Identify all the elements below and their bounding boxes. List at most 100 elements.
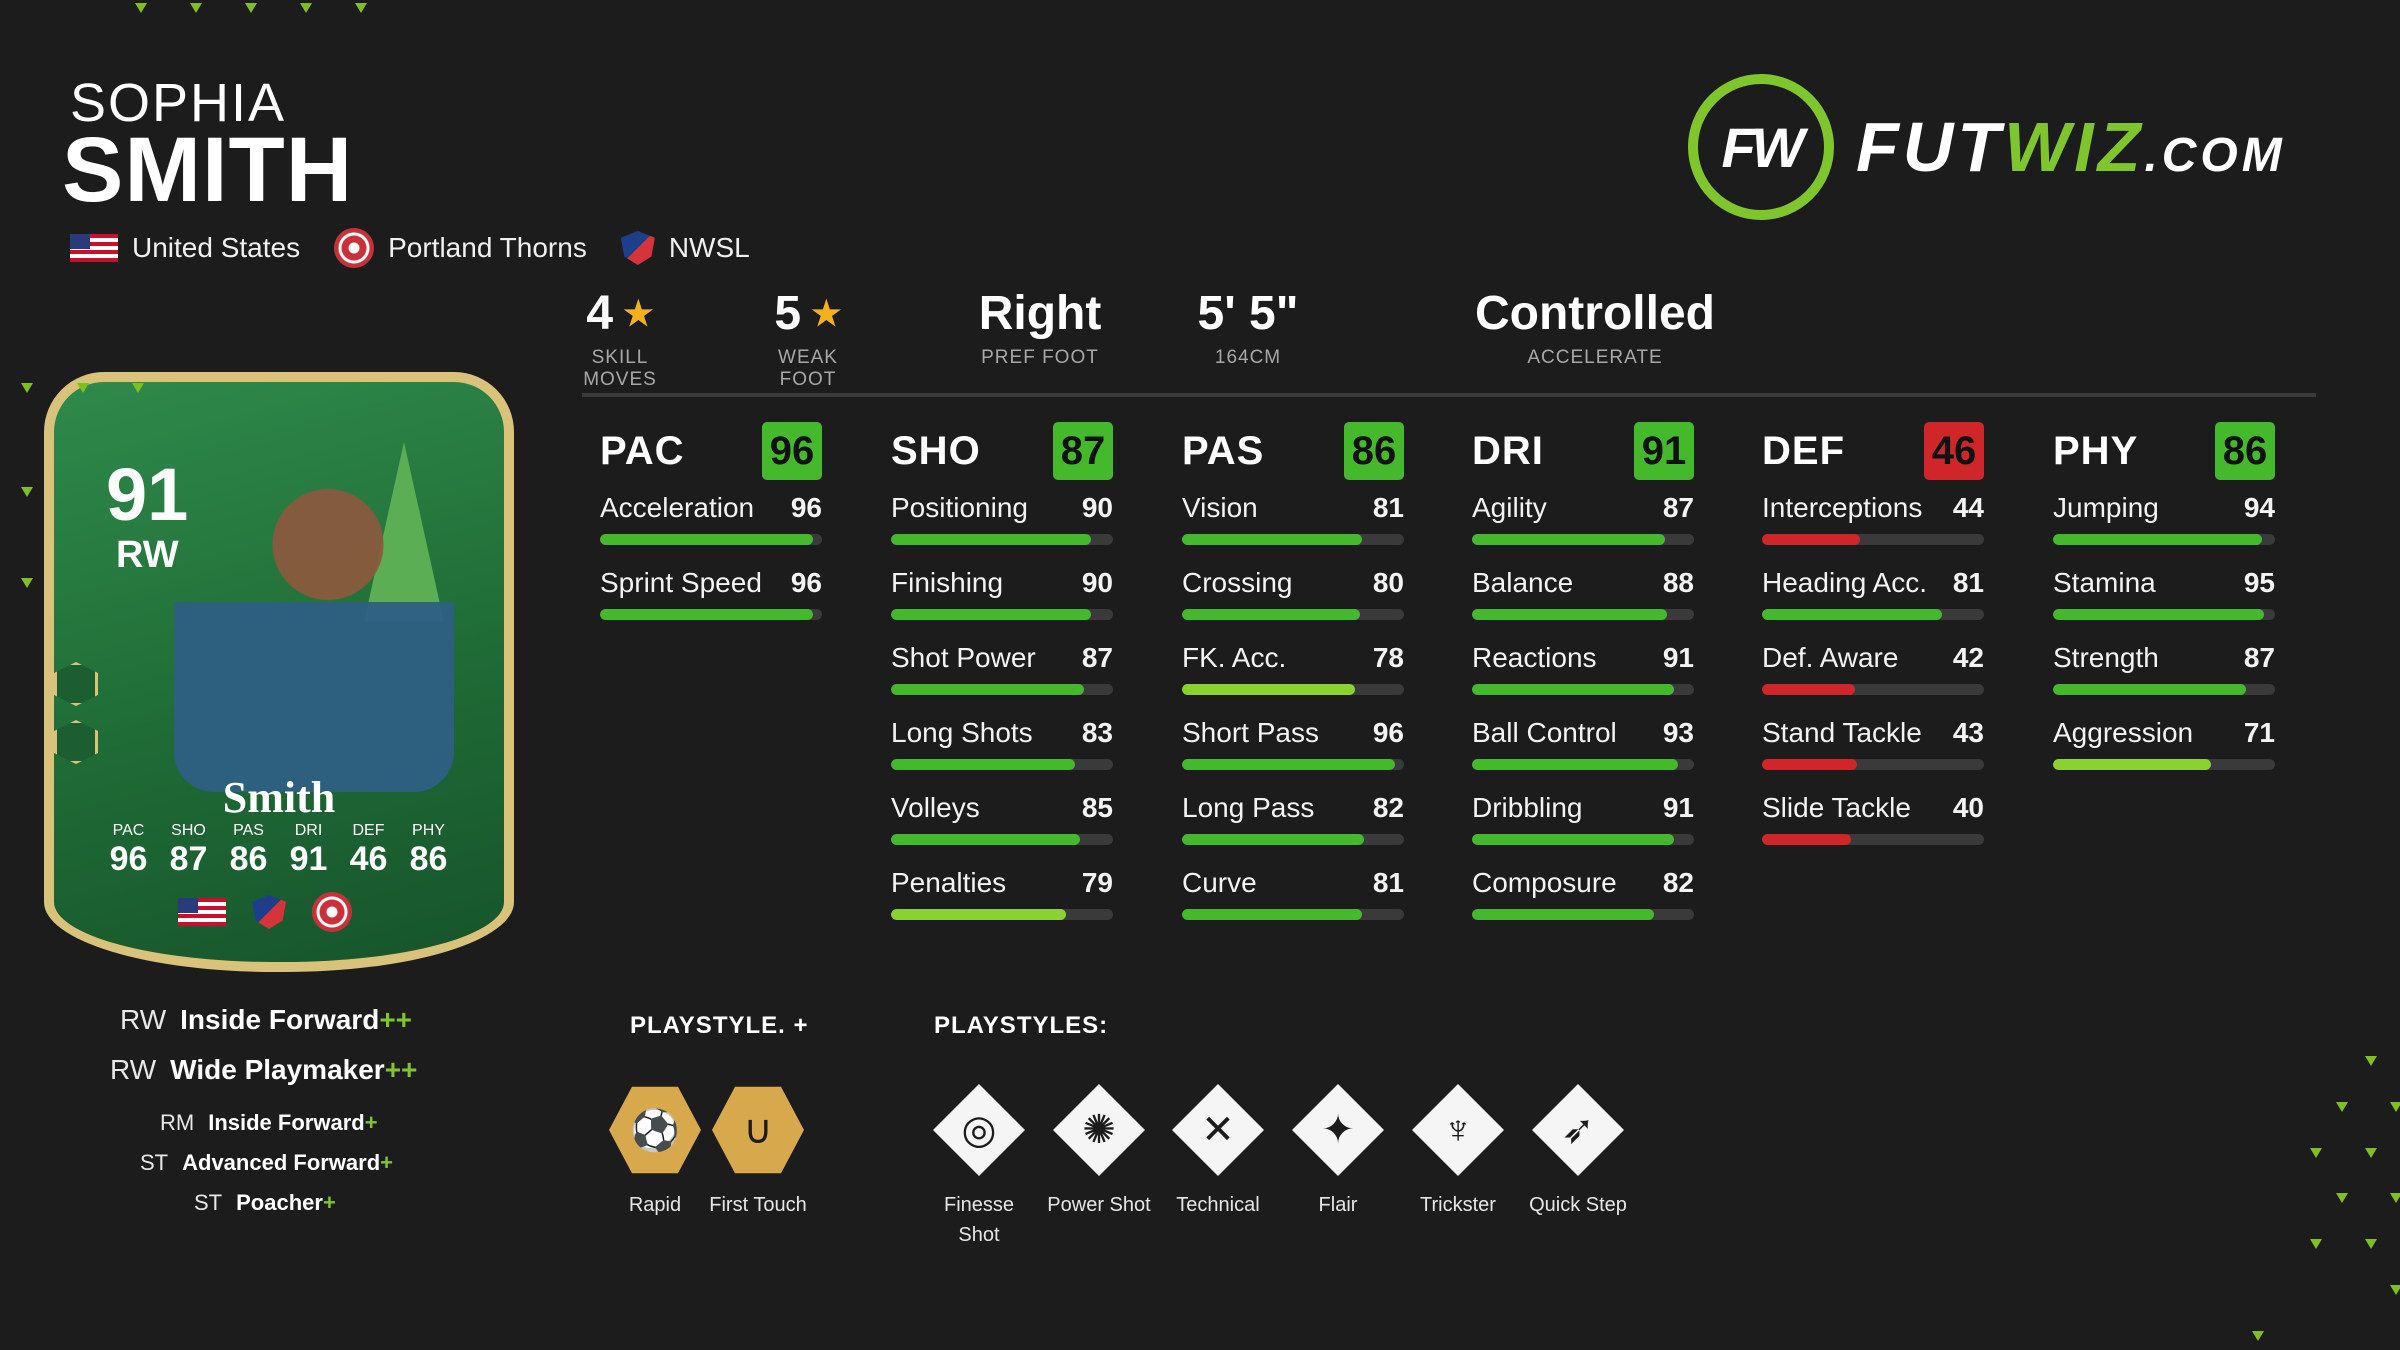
playstyle-technical: ✕ Technical xyxy=(1163,1084,1273,1220)
attribute-bar-fill xyxy=(891,909,1067,920)
attribute-line: Volleys 85 xyxy=(891,792,1113,824)
attribute-value: 91 xyxy=(1662,792,1694,823)
attribute-row: Stamina 95 xyxy=(2053,567,2275,632)
club-crest-icon xyxy=(334,228,375,268)
stat-column-badge: 96 xyxy=(762,422,822,480)
card-stat-key: PAC xyxy=(112,822,145,839)
info-skill-moves: 4 ★ SKILL MOVES xyxy=(560,286,680,391)
attribute-row: Def. Aware 42 xyxy=(1762,642,1984,707)
decorative-triangle xyxy=(189,3,202,14)
info-value: Controlled xyxy=(1430,286,1760,341)
attribute-value: 91 xyxy=(1662,642,1694,673)
attribute-line: Curve 81 xyxy=(1182,867,1404,899)
attribute-line: Positioning 90 xyxy=(891,492,1113,524)
attribute-bar xyxy=(1182,909,1404,920)
card-stat-value: 91 xyxy=(289,840,328,878)
technical-icon: ✕ xyxy=(1172,1084,1264,1176)
player-first-name: SOPHIA xyxy=(70,73,287,133)
rapid-icon: ⚽ xyxy=(609,1086,701,1174)
trickster-icon: ♆ xyxy=(1412,1084,1504,1176)
flair-icon: ✦ xyxy=(1292,1084,1384,1176)
attribute-bar xyxy=(1472,684,1694,695)
attribute-bar-fill xyxy=(600,534,814,545)
attribute-value: 96 xyxy=(790,567,822,598)
player-meta: United States Portland Thorns NWSL xyxy=(70,228,750,268)
attribute-bar xyxy=(600,534,822,545)
decorative-triangle xyxy=(2310,1147,2323,1158)
playstyles-title: PLAYSTYLES: xyxy=(934,1012,1109,1039)
attribute-value: 87 xyxy=(1081,642,1113,673)
attribute-value: 40 xyxy=(1952,792,1984,823)
attribute-line: Interceptions 44 xyxy=(1762,492,1984,524)
attribute-name: Volleys xyxy=(891,792,980,823)
role-item: RW Inside Forward++ xyxy=(120,1004,412,1036)
attribute-bar xyxy=(1762,534,1984,545)
attribute-name: Acceleration xyxy=(600,492,755,523)
playstyle-flair: ✦ Flair xyxy=(1283,1084,1393,1220)
attribute-bar xyxy=(891,909,1113,920)
attribute-row: Aggression 71 xyxy=(2053,717,2275,782)
stat-column-badge: 86 xyxy=(2215,422,2275,480)
league-logo-icon xyxy=(620,231,655,265)
card-stat-key: PHY xyxy=(412,822,445,839)
futwiz-logo: FW FUTWIZ.COM xyxy=(1688,74,2286,220)
attribute-row: Short Pass 96 xyxy=(1182,717,1404,782)
decorative-triangle xyxy=(2389,1101,2400,1112)
attribute-value: 42 xyxy=(1952,642,1984,673)
role-position: RM xyxy=(160,1110,195,1135)
decorative-triangle xyxy=(2310,1239,2323,1250)
first-touch-icon xyxy=(54,662,98,706)
playstyle-trickster: ♆ Trickster xyxy=(1403,1084,1513,1220)
attribute-value: 96 xyxy=(790,492,822,523)
attribute-value: 83 xyxy=(1081,717,1113,748)
attribute-value: 90 xyxy=(1081,567,1113,598)
attribute-bar xyxy=(1182,759,1404,770)
attribute-bar-fill xyxy=(1472,759,1679,770)
info-weak-foot: 5 ★ WEAK FOOT xyxy=(748,286,868,391)
role-item: RM Inside Forward+ xyxy=(160,1110,378,1136)
playstyle-glyph: ✺ xyxy=(1082,1108,1116,1152)
attribute-value: 87 xyxy=(1662,492,1694,523)
attribute-name: Strength xyxy=(2053,642,2159,673)
playstyle-glyph: ◎ xyxy=(961,1108,997,1152)
attribute-line: Ball Control 93 xyxy=(1472,717,1694,749)
player-photo xyxy=(174,462,454,792)
attribute-bar xyxy=(891,684,1113,695)
attribute-value: 79 xyxy=(1081,867,1113,898)
card-stat-def: DEF 46 xyxy=(346,822,391,879)
attribute-line: Finishing 90 xyxy=(891,567,1113,599)
attribute-name: Balance xyxy=(1472,567,1574,598)
attribute-name: Composure xyxy=(1472,867,1617,898)
role-plus: ++ xyxy=(384,1054,418,1085)
stat-column-title: PAS xyxy=(1182,428,1265,473)
attribute-bar xyxy=(1182,684,1404,695)
attribute-bar xyxy=(1472,834,1694,845)
attribute-bar xyxy=(1182,609,1404,620)
attribute-name: Short Pass xyxy=(1182,717,1319,748)
playstyle-glyph: ✕ xyxy=(1201,1108,1235,1152)
playstyle-power-shot: ✺ Power Shot xyxy=(1044,1084,1154,1220)
info-label: SKILL MOVES xyxy=(583,347,657,390)
decorative-triangle xyxy=(2389,1193,2400,1204)
role-plus: ++ xyxy=(379,1004,413,1035)
attribute-line: Aggression 71 xyxy=(2053,717,2275,749)
attribute-line: Agility 87 xyxy=(1472,492,1694,524)
attribute-line: Long Pass 82 xyxy=(1182,792,1404,824)
stat-column-pac: PAC 96 Acceleration 96 Sprint Speed 96 xyxy=(600,420,822,632)
card-stat-key: SHO xyxy=(171,822,206,839)
info-value-text: Right xyxy=(978,287,1102,340)
stat-column-header: DRI 91 xyxy=(1472,420,1694,482)
attribute-line: Sprint Speed 96 xyxy=(600,567,822,599)
attribute-bar xyxy=(1472,534,1694,545)
attribute-bar xyxy=(1182,834,1404,845)
info-value: Right xyxy=(945,286,1135,341)
role-name: Wide Playmaker xyxy=(170,1054,385,1085)
attribute-bar xyxy=(1762,684,1984,695)
attribute-value: 43 xyxy=(1952,717,1984,748)
card-stat-key: PAS xyxy=(233,822,264,839)
divider xyxy=(582,393,2316,397)
stat-column-header: PAS 86 xyxy=(1182,420,1404,482)
attribute-row: Shot Power 87 xyxy=(891,642,1113,707)
attribute-bar xyxy=(1762,609,1984,620)
attribute-line: Strength 87 xyxy=(2053,642,2275,674)
